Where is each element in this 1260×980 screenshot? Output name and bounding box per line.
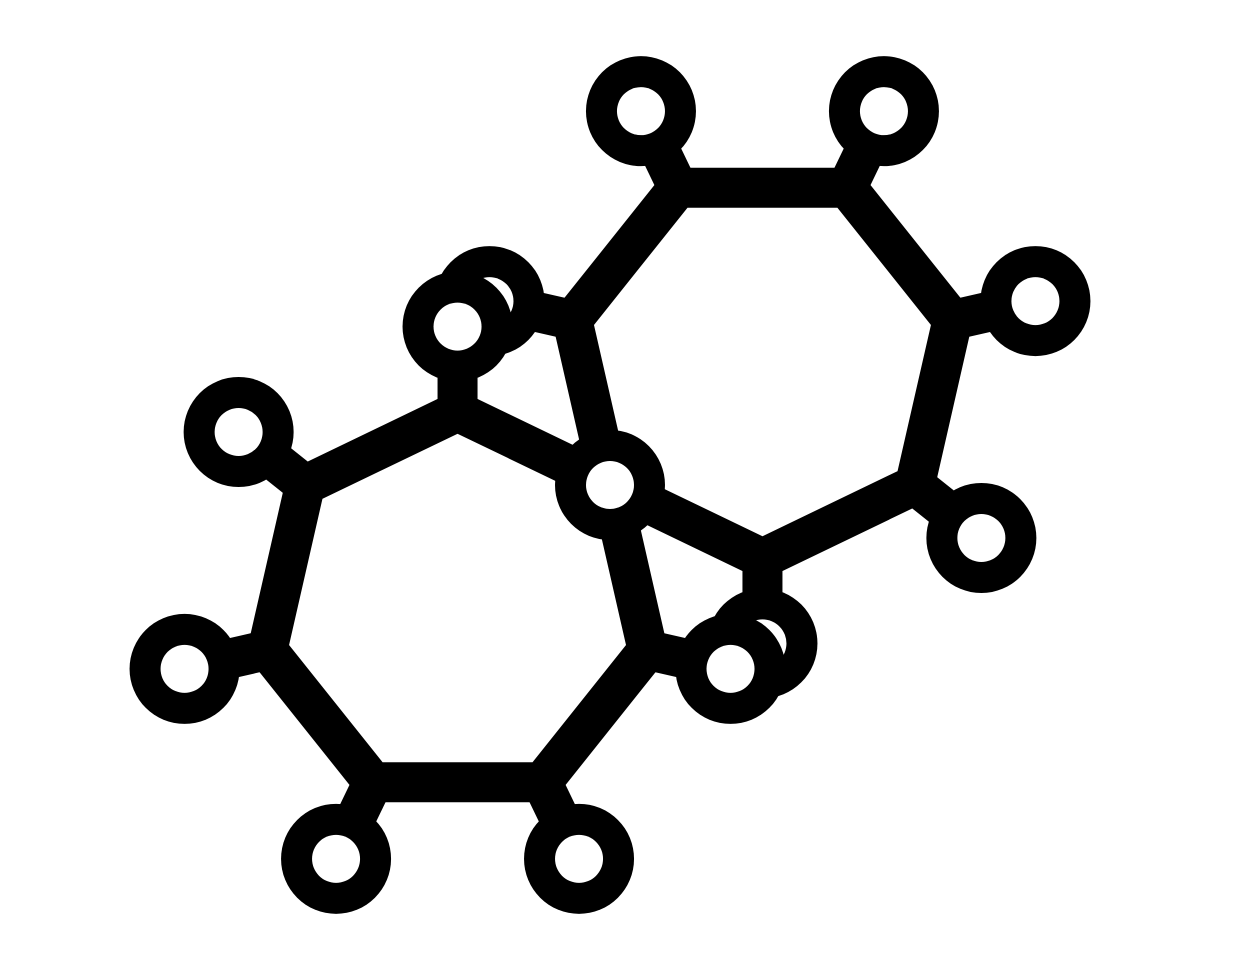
atom-inner <box>860 87 908 135</box>
atom-inner <box>617 87 665 135</box>
atom-inner <box>707 645 755 693</box>
atom-inner <box>312 835 360 883</box>
atom-inner <box>586 461 634 509</box>
atom-inner <box>434 303 482 351</box>
molecule-icon <box>0 0 1260 980</box>
atom-inner <box>215 408 263 456</box>
atom-inner <box>555 835 603 883</box>
atom-inner <box>957 514 1005 562</box>
atom-inner <box>1011 277 1059 325</box>
atom-inner <box>161 645 209 693</box>
